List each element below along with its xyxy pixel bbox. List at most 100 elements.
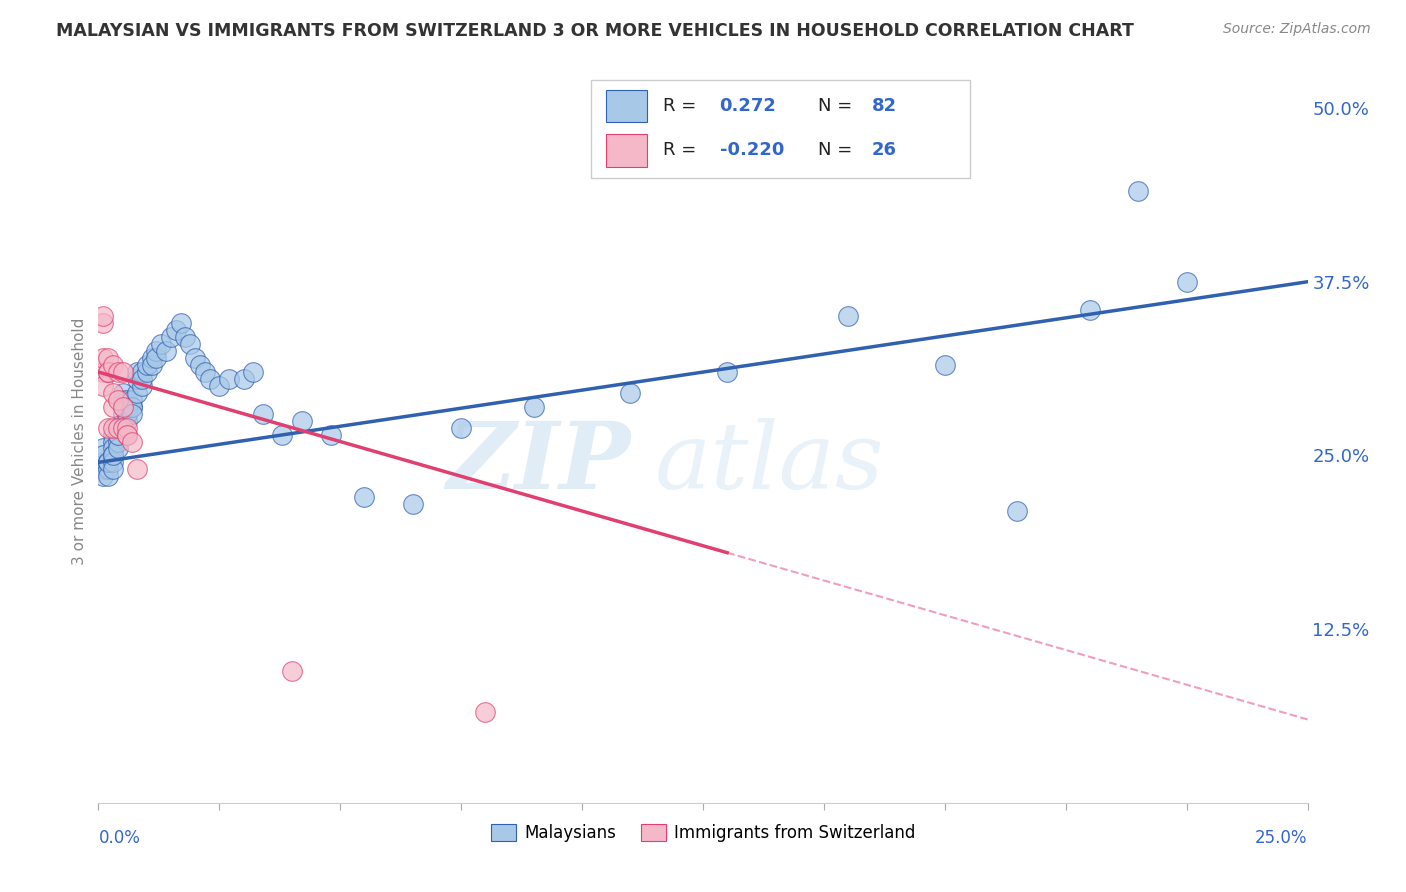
- Point: [117, 407, 139, 421]
- Point: [111, 400, 134, 414]
- Point: [1007, 504, 1029, 518]
- Point: [107, 442, 129, 456]
- Point: [111, 407, 134, 421]
- Text: Source: ZipAtlas.com: Source: ZipAtlas.com: [1223, 22, 1371, 37]
- Text: -0.220: -0.220: [720, 142, 785, 160]
- Text: 26: 26: [872, 142, 897, 160]
- Point: [107, 427, 129, 442]
- Text: R =: R =: [662, 97, 696, 115]
- Point: [150, 337, 173, 351]
- Point: [218, 372, 240, 386]
- Point: [101, 449, 124, 463]
- Point: [141, 351, 163, 366]
- Point: [91, 462, 114, 476]
- Point: [165, 323, 187, 337]
- Point: [91, 310, 114, 324]
- Point: [91, 442, 114, 456]
- Point: [111, 392, 134, 407]
- Point: [91, 469, 114, 483]
- Point: [117, 392, 139, 407]
- Point: [127, 372, 149, 386]
- Point: [117, 420, 139, 434]
- Point: [97, 365, 120, 379]
- Point: [198, 372, 221, 386]
- Point: [101, 427, 124, 442]
- Text: 0.0%: 0.0%: [98, 829, 141, 847]
- Point: [934, 358, 956, 372]
- Point: [1078, 302, 1101, 317]
- Point: [131, 372, 153, 386]
- Point: [121, 434, 143, 449]
- Text: R =: R =: [662, 142, 696, 160]
- Point: [97, 469, 120, 483]
- Point: [208, 379, 231, 393]
- Point: [174, 330, 197, 344]
- Point: [101, 385, 124, 400]
- Point: [97, 420, 120, 434]
- Point: [107, 420, 129, 434]
- Point: [97, 455, 120, 469]
- Point: [101, 434, 124, 449]
- Point: [127, 385, 149, 400]
- Point: [101, 442, 124, 456]
- Point: [97, 462, 120, 476]
- Text: atlas: atlas: [655, 418, 884, 508]
- Text: 25.0%: 25.0%: [1256, 829, 1308, 847]
- Point: [121, 400, 143, 414]
- Point: [131, 379, 153, 393]
- Point: [97, 455, 120, 469]
- Point: [402, 497, 425, 511]
- Point: [111, 400, 134, 414]
- Point: [101, 358, 124, 372]
- Point: [111, 365, 134, 379]
- Point: [450, 420, 472, 434]
- Point: [160, 330, 183, 344]
- Text: ZIP: ZIP: [446, 418, 630, 508]
- Point: [117, 427, 139, 442]
- Point: [353, 490, 375, 504]
- Text: MALAYSIAN VS IMMIGRANTS FROM SWITZERLAND 3 OR MORE VEHICLES IN HOUSEHOLD CORRELA: MALAYSIAN VS IMMIGRANTS FROM SWITZERLAND…: [56, 22, 1135, 40]
- Point: [101, 449, 124, 463]
- Point: [474, 706, 496, 720]
- Point: [97, 455, 120, 469]
- Point: [127, 462, 149, 476]
- Point: [91, 379, 114, 393]
- Text: N =: N =: [818, 97, 852, 115]
- Point: [117, 407, 139, 421]
- Point: [107, 434, 129, 449]
- Point: [101, 455, 124, 469]
- Point: [184, 351, 207, 366]
- Point: [107, 420, 129, 434]
- FancyBboxPatch shape: [591, 80, 970, 178]
- Point: [290, 414, 312, 428]
- Point: [117, 414, 139, 428]
- Point: [121, 407, 143, 421]
- Point: [179, 337, 201, 351]
- Point: [837, 310, 859, 324]
- Point: [127, 365, 149, 379]
- Point: [135, 365, 157, 379]
- Point: [101, 400, 124, 414]
- Point: [107, 420, 129, 434]
- Point: [107, 365, 129, 379]
- Point: [91, 455, 114, 469]
- Point: [117, 427, 139, 442]
- Point: [716, 365, 738, 379]
- Point: [91, 351, 114, 366]
- Point: [97, 351, 120, 366]
- Point: [281, 664, 304, 678]
- Point: [523, 400, 546, 414]
- Point: [111, 420, 134, 434]
- FancyBboxPatch shape: [606, 134, 647, 167]
- Point: [619, 385, 641, 400]
- Point: [188, 358, 211, 372]
- Point: [1128, 185, 1150, 199]
- FancyBboxPatch shape: [606, 90, 647, 122]
- Point: [111, 392, 134, 407]
- Text: 0.272: 0.272: [720, 97, 776, 115]
- Point: [232, 372, 254, 386]
- Y-axis label: 3 or more Vehicles in Household: 3 or more Vehicles in Household: [72, 318, 87, 566]
- Point: [107, 427, 129, 442]
- Legend: Malaysians, Immigrants from Switzerland: Malaysians, Immigrants from Switzerland: [484, 817, 922, 848]
- Point: [135, 358, 157, 372]
